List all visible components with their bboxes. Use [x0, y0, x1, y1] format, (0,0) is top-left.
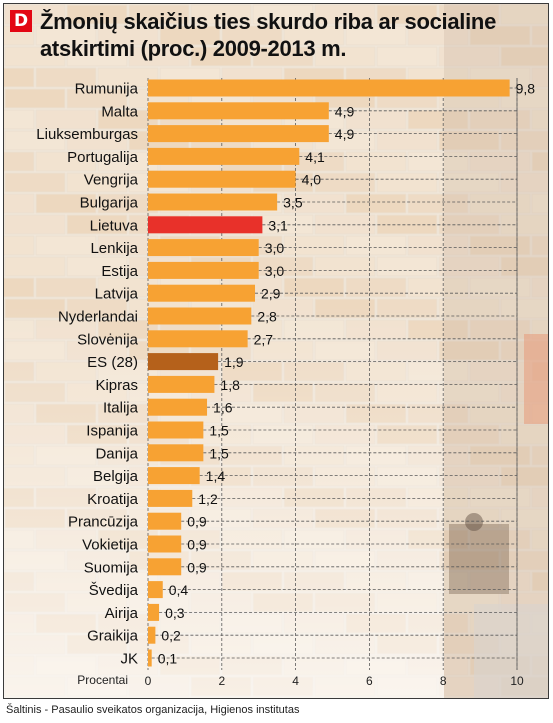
value-label: 0,9 — [187, 514, 207, 530]
value-label: 1,2 — [198, 491, 218, 507]
source-note: Šaltinis - Pasaulio sveikatos organizaci… — [6, 704, 300, 716]
value-label: 0,2 — [161, 628, 181, 644]
category-label: Belgija — [93, 468, 139, 485]
chart-frame: Rumunija 9,8 Malta 4,9 Liuksemburgas 4,9 Portu… — [3, 3, 549, 699]
value-label: 3,0 — [265, 263, 285, 279]
value-label: 1,5 — [209, 423, 229, 439]
value-label: 3,1 — [268, 217, 288, 233]
category-label: Nyderlandai — [58, 309, 138, 326]
category-label: Danija — [95, 445, 138, 462]
bar-lenkija — [148, 239, 259, 257]
value-label: 1,4 — [206, 468, 226, 484]
bar-estija — [148, 261, 259, 279]
x-tick-label: 2 — [218, 674, 225, 688]
value-label: 4,0 — [302, 172, 322, 188]
bar-liuksemburgas — [148, 125, 329, 143]
bar-lietuva — [148, 216, 263, 234]
category-label: Ispanija — [86, 423, 138, 440]
category-label: Lenkija — [90, 240, 138, 257]
value-label: 4,9 — [335, 126, 355, 142]
x-tick-label: 10 — [510, 674, 524, 688]
value-label: 2,7 — [254, 331, 274, 347]
category-label: Liuksemburgas — [36, 126, 138, 143]
category-label: Kipras — [95, 377, 138, 394]
bar-chart: Rumunija 9,8 Malta 4,9 Liuksemburgas 4,9 Portu… — [36, 78, 536, 688]
bar-graikija — [148, 626, 156, 644]
value-label: 9,8 — [516, 81, 536, 97]
bar-airija — [148, 603, 160, 621]
bar-kipras — [148, 375, 215, 393]
bar-nyderlandai — [148, 307, 252, 325]
value-label: 0,9 — [187, 537, 207, 553]
value-label: 0,3 — [165, 605, 185, 621]
category-label: Portugalija — [67, 149, 139, 166]
bar-italija — [148, 398, 208, 416]
bar-portugalija — [148, 147, 300, 165]
value-label: 2,9 — [261, 286, 281, 302]
bar-prancūzija — [148, 512, 182, 530]
bar-bulgarija — [148, 193, 278, 211]
category-label: Airija — [105, 605, 139, 622]
category-label: Vokietija — [82, 537, 139, 554]
bar-vokietija — [148, 535, 182, 553]
value-label: 3,0 — [265, 240, 285, 256]
value-label: 4,1 — [305, 149, 325, 165]
bar-jk — [148, 649, 152, 667]
bar-latvija — [148, 284, 256, 302]
category-label: Estija — [101, 263, 138, 280]
bar-es-28- — [148, 353, 219, 371]
bar-malta — [148, 102, 329, 120]
bar-belgija — [148, 467, 200, 485]
bar-suomija — [148, 558, 182, 576]
category-label: Kroatija — [87, 491, 139, 508]
bar-kroatija — [148, 489, 193, 507]
value-label: 1,6 — [213, 400, 233, 416]
bar-ispanija — [148, 421, 204, 439]
value-label: 3,5 — [283, 195, 303, 211]
title-block: D Žmonių skaičius ties skurdo riba ar so… — [10, 9, 530, 72]
category-label: Vengrija — [84, 172, 139, 189]
value-label: 1,8 — [220, 377, 240, 393]
value-label: 1,9 — [224, 354, 244, 370]
chart-title: Žmonių skaičius ties skurdo riba ar soci… — [40, 9, 496, 61]
x-tick-label: 4 — [292, 674, 299, 688]
category-label: Graikija — [87, 628, 139, 645]
category-label: Malta — [101, 103, 138, 120]
category-label: ES (28) — [87, 354, 138, 371]
value-label: 0,9 — [187, 559, 207, 575]
x-tick-label: 8 — [440, 674, 447, 688]
category-label: Suomija — [84, 559, 139, 576]
category-label: Prancūzija — [68, 514, 139, 531]
category-label: Rumunija — [75, 81, 139, 98]
value-label: 1,5 — [209, 445, 229, 461]
x-tick-label: 6 — [366, 674, 373, 688]
bar-švedija — [148, 581, 163, 599]
value-label: 2,8 — [257, 309, 277, 325]
category-label: Lietuva — [90, 217, 139, 234]
logo-icon: D — [10, 10, 32, 32]
value-label: 0,1 — [158, 651, 178, 667]
bar-rumunija — [148, 79, 510, 97]
bar-vengrija — [148, 170, 296, 188]
category-label: Italija — [103, 400, 139, 417]
bar-slovėnija — [148, 330, 248, 348]
category-label: Latvija — [95, 286, 139, 303]
bar-danija — [148, 444, 204, 462]
category-label: Slovėnija — [77, 331, 139, 348]
category-label: JK — [120, 651, 138, 668]
category-label: Švedija — [89, 582, 139, 599]
brick-wall-background — [4, 4, 548, 698]
x-axis-label: Procentai — [77, 673, 128, 687]
value-label: 4,9 — [335, 103, 355, 119]
value-label: 0,4 — [169, 582, 189, 598]
category-label: Bulgarija — [80, 195, 139, 212]
x-tick-label: 0 — [145, 674, 152, 688]
